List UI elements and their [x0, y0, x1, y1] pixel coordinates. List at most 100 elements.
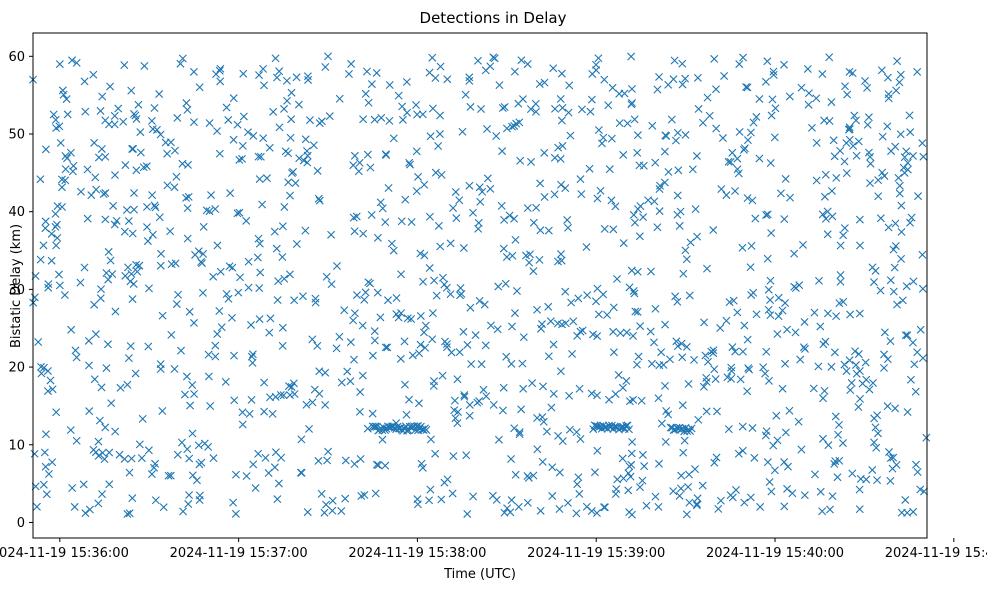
data-point	[836, 241, 845, 250]
data-point	[773, 329, 782, 338]
data-point	[374, 461, 383, 470]
data-point	[129, 144, 138, 153]
data-point	[811, 470, 819, 479]
data-point	[593, 446, 602, 455]
data-point	[235, 208, 244, 217]
data-point	[313, 341, 322, 350]
data-point	[468, 208, 477, 217]
data-point	[260, 407, 269, 416]
data-point	[764, 376, 773, 385]
data-point	[244, 257, 253, 266]
data-point	[283, 96, 292, 105]
data-point	[772, 411, 781, 420]
data-point	[727, 374, 736, 383]
data-point	[738, 446, 747, 455]
data-point	[885, 448, 893, 457]
data-point	[84, 336, 93, 345]
data-point	[698, 118, 707, 127]
data-point	[778, 306, 787, 315]
data-point	[767, 487, 776, 496]
data-point	[493, 325, 502, 334]
y-tick-label: 10	[8, 438, 25, 453]
data-point	[525, 258, 534, 267]
data-point	[795, 281, 804, 290]
data-point	[551, 104, 559, 113]
data-point	[305, 424, 314, 433]
data-point	[249, 460, 258, 469]
data-point	[910, 360, 919, 369]
data-point	[698, 481, 707, 490]
data-point	[556, 154, 565, 163]
data-point	[425, 212, 434, 221]
data-point	[878, 168, 887, 177]
data-point	[861, 358, 870, 367]
data-point	[678, 59, 687, 68]
data-point	[918, 250, 927, 259]
data-point	[276, 390, 285, 399]
data-point	[876, 214, 885, 223]
data-point	[302, 146, 311, 155]
data-point	[363, 150, 372, 159]
data-point	[255, 71, 264, 80]
data-point	[49, 110, 58, 119]
data-point	[649, 338, 658, 347]
data-point	[122, 206, 131, 215]
data-point	[373, 233, 382, 242]
data-point	[136, 148, 145, 157]
data-point	[233, 209, 242, 218]
data-point	[120, 61, 129, 70]
data-point	[166, 227, 175, 236]
data-point	[625, 425, 633, 434]
x-tick-label: 2024-11-19 15:39:00	[527, 546, 665, 561]
data-point	[239, 69, 248, 78]
data-point	[486, 184, 495, 193]
data-point	[829, 136, 838, 145]
data-point	[592, 297, 601, 306]
data-point	[776, 189, 785, 198]
data-point	[248, 350, 257, 359]
data-point	[899, 163, 908, 172]
data-point	[216, 64, 225, 73]
data-point	[891, 242, 900, 250]
data-point	[756, 502, 765, 511]
data-point	[830, 348, 839, 357]
data-point	[280, 202, 289, 211]
data-point	[111, 171, 119, 180]
data-point	[871, 423, 880, 432]
data-point	[628, 437, 637, 446]
data-point	[824, 441, 833, 450]
data-point	[142, 162, 151, 171]
data-point	[148, 230, 157, 239]
data-point	[72, 58, 81, 67]
data-point	[800, 491, 809, 500]
data-point	[271, 54, 280, 63]
data-point	[599, 290, 608, 299]
data-point	[229, 94, 238, 103]
data-point	[681, 246, 690, 255]
data-point	[273, 296, 282, 305]
data-point	[55, 281, 64, 290]
data-point	[234, 288, 243, 297]
data-point	[335, 332, 344, 341]
data-point	[677, 471, 686, 480]
data-point	[639, 213, 648, 222]
data-point	[251, 484, 260, 493]
data-point	[575, 489, 584, 498]
data-point	[221, 377, 230, 386]
data-point	[750, 453, 759, 462]
data-point	[314, 194, 323, 203]
data-point	[44, 283, 53, 292]
data-point	[124, 263, 132, 272]
data-point	[170, 146, 179, 155]
data-point	[761, 77, 770, 86]
data-point	[800, 317, 809, 326]
data-point	[377, 113, 386, 122]
data-point	[213, 241, 222, 250]
data-point	[83, 165, 92, 174]
data-point	[102, 269, 111, 277]
data-point	[403, 108, 412, 117]
data-point	[308, 335, 317, 344]
data-point	[58, 86, 67, 95]
data-point	[901, 331, 910, 340]
data-point	[516, 156, 525, 165]
